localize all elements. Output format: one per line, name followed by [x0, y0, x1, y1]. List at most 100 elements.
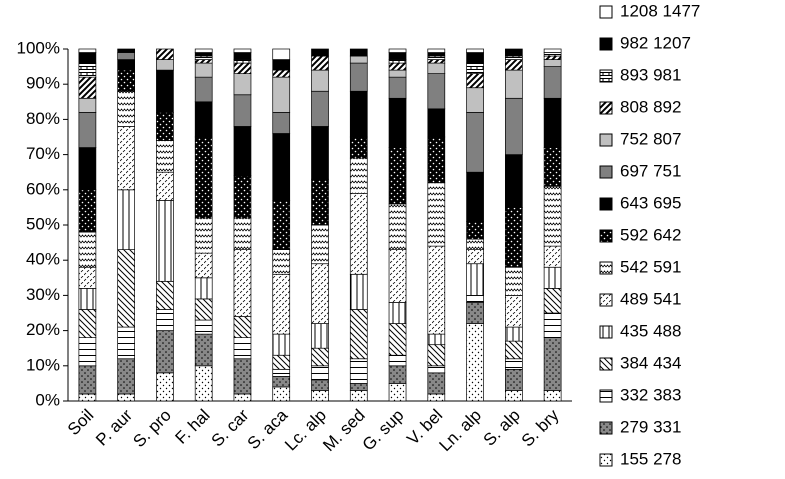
bar-segment — [272, 376, 291, 388]
bar-segment — [156, 69, 174, 113]
bar-segment — [349, 383, 368, 391]
bar-segment — [156, 280, 174, 310]
bar-segment — [194, 55, 213, 60]
bar-segment — [311, 69, 329, 92]
legend-label: 592 642 — [620, 225, 681, 244]
legend-swatch — [599, 261, 613, 275]
bar-segment — [388, 52, 407, 60]
bar-segment — [427, 48, 446, 53]
bar-segment — [156, 48, 174, 60]
x-tick-label: S. pro — [129, 406, 175, 452]
bar-segment — [78, 112, 97, 148]
bar-segment — [233, 337, 252, 360]
legend-swatch — [599, 165, 613, 179]
y-tick-label: 30% — [26, 285, 60, 304]
bar-segment — [194, 319, 213, 335]
bar-segment — [504, 266, 523, 296]
legend-swatch — [599, 101, 613, 115]
x-tick-label: P. aur — [92, 405, 136, 449]
bar-segment — [388, 62, 407, 71]
bar-segment — [427, 108, 446, 138]
bar-segment — [194, 52, 213, 57]
bar-segment — [78, 365, 97, 395]
bar-segment — [272, 69, 291, 78]
bar-segment — [543, 59, 562, 67]
bar-segment — [427, 365, 446, 374]
bar-segment — [427, 245, 446, 335]
bar-segment — [543, 185, 562, 247]
bar-segment — [311, 90, 329, 127]
bar-segment — [78, 76, 97, 99]
bar-segment — [543, 266, 562, 289]
bar-segment — [388, 383, 407, 402]
y-tick-label: 20% — [26, 320, 60, 339]
legend-label: 542 591 — [620, 257, 681, 276]
bar-segment — [194, 101, 213, 138]
x-tick-label: M. sed — [319, 406, 369, 456]
legend-swatch — [599, 357, 613, 371]
bar-segment — [543, 312, 562, 338]
bar-segment — [233, 393, 252, 402]
legend-label: 279 331 — [620, 417, 681, 436]
bar-segment — [504, 340, 523, 360]
bar-segment — [388, 365, 407, 384]
bar-segment — [78, 309, 97, 338]
bar-segment — [272, 48, 291, 60]
x-tick-label: Ln. alp — [436, 406, 486, 456]
bar-segment — [504, 358, 523, 370]
bar-segment — [194, 62, 213, 78]
bar-segment — [156, 372, 174, 402]
bar-segment — [78, 337, 97, 367]
bar-segment — [78, 48, 97, 53]
bar-segment — [504, 59, 523, 71]
bar-segment — [272, 133, 291, 201]
bar-segment — [272, 386, 291, 402]
bar-segment — [194, 217, 213, 254]
bar-segment — [388, 147, 407, 205]
bar-segment — [466, 48, 484, 53]
bar-segment — [543, 390, 562, 402]
legend-swatch — [599, 293, 613, 307]
bar-segment — [311, 365, 329, 381]
bar-segment — [349, 192, 368, 275]
bar-segment — [349, 48, 368, 57]
legend-label: 489 541 — [620, 289, 681, 308]
bar-segment — [311, 126, 329, 180]
bar-segment — [388, 69, 407, 78]
bar-segment — [388, 97, 407, 148]
bar-segment — [233, 316, 252, 338]
bar-segment — [311, 263, 329, 324]
bar-segment — [543, 52, 562, 57]
bar-segment — [78, 52, 97, 64]
bar-segment — [117, 69, 136, 92]
bar-segment — [349, 157, 368, 194]
bar-segment — [156, 171, 174, 201]
bar-segment — [117, 249, 136, 328]
bar-segment — [194, 59, 213, 64]
bar-segment — [504, 295, 523, 328]
bar-segment — [117, 52, 136, 60]
bar-segment — [466, 87, 484, 113]
bar-segment — [272, 333, 291, 356]
legend-swatch — [599, 421, 613, 435]
bar-segment — [427, 59, 446, 64]
x-tick-label: Lc. alp — [281, 406, 330, 455]
x-tick-label: G. sup — [359, 406, 408, 455]
bar-segment — [233, 217, 252, 250]
bar-segment — [311, 390, 329, 402]
legend-label: 155 278 — [620, 449, 681, 468]
bar-segment — [311, 178, 329, 226]
bar-segment — [78, 62, 97, 78]
bar-segment — [272, 273, 291, 335]
bar-segment — [543, 66, 562, 99]
bar-segment — [194, 76, 213, 103]
bar-segment — [427, 62, 446, 74]
y-tick-label: 90% — [26, 74, 60, 93]
bar-segment — [194, 48, 213, 53]
bar-segment — [194, 252, 213, 279]
bar-segment — [233, 175, 252, 219]
bar-segment — [78, 147, 97, 191]
bar-segment — [349, 358, 368, 384]
bar-segment — [311, 379, 329, 391]
